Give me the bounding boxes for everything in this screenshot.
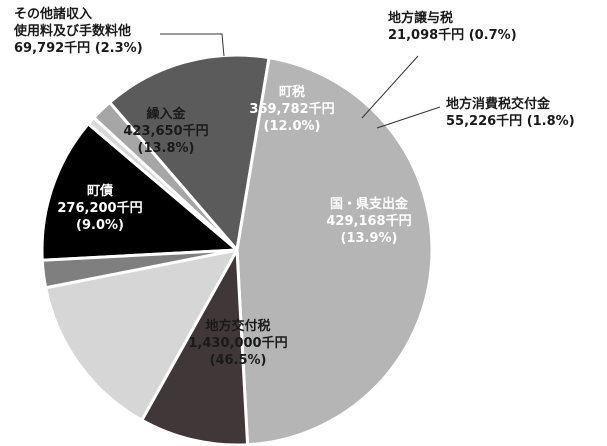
- slice-label-4: 国・県支出金 429,168千円(13.9%): [326, 196, 411, 246]
- leader-line-8: [160, 33, 225, 57]
- slice-label-5: 地方交付税 1,430,000千円(46.5%): [188, 318, 287, 368]
- leader-line-3: [376, 106, 441, 129]
- leader-line-2: [361, 55, 419, 119]
- slice-label-7: 繰入金 423,650千円(13.8%): [123, 106, 208, 156]
- leader-lines: [160, 33, 441, 129]
- slice-label-2: 地方譲与税 21,098千円 (0.7%): [388, 10, 517, 43]
- slice-label-1: 町税 369,782千円(12.0%): [249, 84, 334, 134]
- pie-slices: [40, 53, 434, 446]
- slice-label-3: 地方消費税交付金 55,226千円 (1.8%): [446, 96, 575, 129]
- pie-slice-5: [235, 56, 434, 446]
- pie-slice-4: [108, 53, 271, 252]
- pie-slice-1: [40, 122, 239, 262]
- pie-slice-7: [44, 248, 239, 422]
- slice-labels: 町税 369,782千円(12.0%) 地方譲与税 21,098千円 (0.7%) 地方…: [13, 6, 575, 368]
- slice-label-8: その他諸収入使用料及び手数料他 69,792千円 (2.3%): [13, 6, 143, 56]
- slice-label-6: 町債 276,200千円(9.0%): [57, 183, 142, 233]
- pie-slice-8: [40, 248, 239, 290]
- pie-slice-6: [140, 248, 250, 446]
